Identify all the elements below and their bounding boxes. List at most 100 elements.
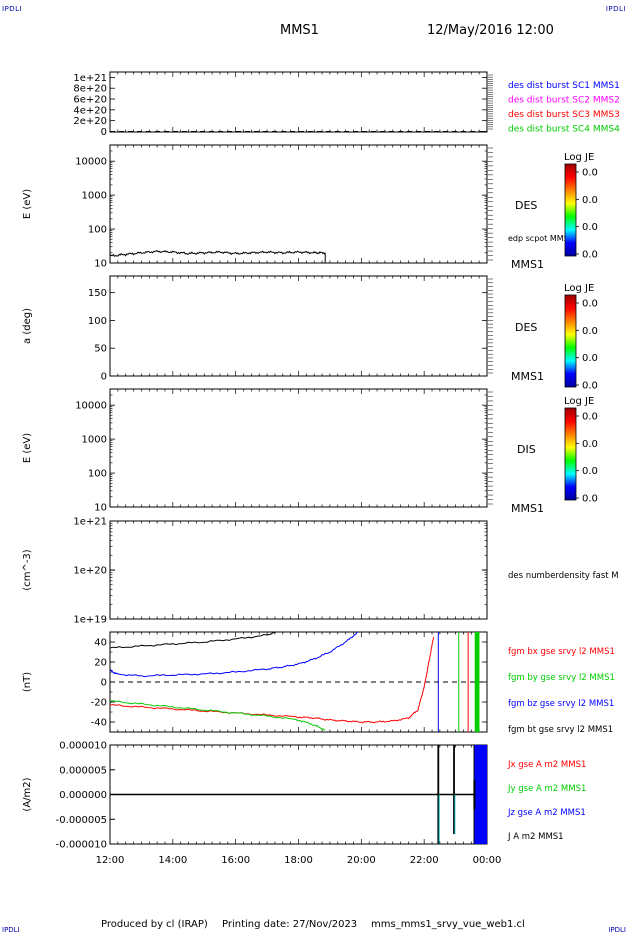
y-tick-label: 0.000000 bbox=[59, 790, 107, 801]
y-tick-label: 1e+21 bbox=[73, 73, 107, 84]
colorbar-tick-label: 0.0 bbox=[582, 195, 598, 206]
y-tick-label: -40 bbox=[91, 718, 107, 729]
y-tick-label: 0.000005 bbox=[59, 765, 107, 776]
colorbar-2 bbox=[564, 294, 577, 388]
y-axis-label-1: E (eV) bbox=[22, 189, 33, 219]
right-sublabel-mms1-pitch: MMS1 bbox=[511, 370, 544, 383]
right-sublabel-mms1: MMS1 bbox=[511, 258, 544, 271]
spacecraft-title: MMS1 bbox=[280, 23, 319, 38]
y-tick-label: 1e+19 bbox=[73, 615, 107, 626]
y-tick-label: 1e+21 bbox=[73, 517, 107, 528]
colorbar-title-3: Log JE bbox=[564, 396, 594, 407]
y-tick-label: 0.000010 bbox=[59, 741, 107, 752]
time-tick-label-0: 12:00 bbox=[96, 855, 125, 866]
y-tick-label: 40 bbox=[94, 638, 107, 649]
colorbar-tick-label: 0.0 bbox=[582, 250, 598, 261]
y-tick-label: 10 bbox=[94, 503, 107, 514]
footer-file-name: mms_mms1_srvy_vue_web1.cl bbox=[371, 919, 525, 930]
fgm-series-2 bbox=[110, 700, 326, 731]
colorbar-tick-label: 0.0 bbox=[582, 299, 598, 310]
y-tick-label: 20 bbox=[94, 658, 107, 669]
legend-fgm-1: fgm bx gse srvy l2 MMS1 bbox=[508, 647, 615, 657]
time-tick-label-4: 20:00 bbox=[347, 855, 376, 866]
corner-label-right: IPDLI bbox=[605, 5, 626, 13]
y-tick-label: 10 bbox=[94, 259, 107, 270]
panel-frame-0 bbox=[109, 71, 488, 133]
current-block bbox=[474, 745, 487, 844]
y-tick-label: 10000 bbox=[75, 157, 107, 168]
y-axis-label-2: a (deg) bbox=[22, 308, 33, 344]
y-tick-label: 0 bbox=[101, 372, 107, 383]
legend-burst-1: des dist burst SC1 MMS1 bbox=[508, 81, 620, 91]
colorbar-title-2: Log JE bbox=[564, 283, 594, 294]
y-tick-label: -0.000010 bbox=[56, 840, 107, 851]
colorbar-tick-label: 0.0 bbox=[582, 222, 598, 233]
y-tick-label: 1e+20 bbox=[73, 566, 107, 577]
y-axis-label-6: (A/m2) bbox=[22, 777, 33, 811]
fgm-series-1 bbox=[110, 636, 435, 724]
time-tick-label-2: 16:00 bbox=[221, 855, 250, 866]
panel-frame-4 bbox=[109, 520, 488, 620]
footer-printing-date: Printing date: 27/Nov/2023 bbox=[222, 919, 358, 930]
y-tick-label: 4e+20 bbox=[73, 105, 107, 116]
right-label-dis: DIS bbox=[517, 443, 536, 456]
datetime-title: 12/May/2016 12:00 bbox=[427, 23, 554, 38]
y-tick-label: 100 bbox=[88, 469, 107, 480]
y-tick-label: 10000 bbox=[75, 401, 107, 412]
colorbar-tick-label: 0.0 bbox=[582, 326, 598, 337]
legend-fgm-2: fgm by gse srvy l2 MMS1 bbox=[508, 673, 615, 683]
colorbar-tick-label: 0.0 bbox=[582, 353, 598, 364]
overlay-label-scpot: edp scpot MMS1 bbox=[508, 234, 574, 243]
fgm-series-3 bbox=[110, 632, 359, 678]
colorbar-tick-label: 0.0 bbox=[582, 466, 598, 477]
y-tick-label: 8e+20 bbox=[73, 84, 107, 95]
y-tick-label: 0 bbox=[101, 127, 107, 138]
y-axis-label-5: (nT) bbox=[22, 672, 33, 692]
fgm-series-4 bbox=[110, 632, 277, 649]
colorbar-1 bbox=[564, 163, 577, 257]
colorbar-tick-label: 0.0 bbox=[582, 381, 598, 392]
y-tick-label: 1000 bbox=[82, 191, 107, 202]
legend-current-1: Jx gse A m2 MMS1 bbox=[507, 760, 586, 770]
legend-current-2: Jy gse A m2 MMS1 bbox=[507, 784, 586, 794]
colorbar-title-1: Log JE bbox=[564, 152, 594, 163]
y-tick-label: 100 bbox=[88, 316, 107, 327]
panel-frame-3 bbox=[109, 388, 488, 508]
time-tick-label-1: 14:00 bbox=[158, 855, 187, 866]
y-tick-label: 1000 bbox=[82, 435, 107, 446]
y-tick-label: 0 bbox=[101, 678, 107, 689]
time-tick-label-5: 22:00 bbox=[410, 855, 439, 866]
colorbar-tick-label: 0.0 bbox=[582, 168, 598, 179]
y-tick-label: -20 bbox=[91, 698, 107, 709]
y-tick-label: 150 bbox=[88, 288, 107, 299]
right-label-des-pitch: DES bbox=[515, 321, 537, 334]
right-sublabel-mms1-dis: MMS1 bbox=[511, 502, 544, 515]
footer-corner-right: IPDLI bbox=[608, 926, 626, 934]
footer-corner-left: IPDLI bbox=[2, 926, 20, 934]
legend-burst-3: des dist burst SC3 MMS3 bbox=[508, 110, 620, 120]
y-tick-label: 100 bbox=[88, 225, 107, 236]
y-axis-label-4: (cm^-3) bbox=[22, 549, 33, 590]
panel-frame-1 bbox=[109, 144, 488, 264]
legend-current-4: J A m2 MMS1 bbox=[507, 832, 564, 842]
colorbar-tick-label: 0.0 bbox=[582, 412, 598, 423]
colorbar-tick-label: 0.0 bbox=[582, 439, 598, 450]
y-tick-label: 6e+20 bbox=[73, 95, 107, 106]
corner-label-left: IPDLI bbox=[2, 5, 23, 13]
right-label-density: des numberdensity fast M bbox=[508, 571, 619, 581]
legend-current-3: Jz gse A m2 MMS1 bbox=[507, 808, 586, 818]
y-tick-label: 2e+20 bbox=[73, 116, 107, 127]
current-block-edge bbox=[473, 779, 476, 810]
y-tick-label: -0.000005 bbox=[56, 815, 107, 826]
scpot-line bbox=[109, 249, 326, 257]
right-label-des: DES bbox=[515, 199, 537, 212]
y-tick-label: 50 bbox=[94, 344, 107, 355]
time-tick-label-6: 00:00 bbox=[473, 855, 502, 866]
footer-produced-by: Produced by cl (IRAP) bbox=[101, 919, 208, 930]
legend-fgm-3: fgm bz gse srvy l2 MMS1 bbox=[508, 699, 614, 709]
legend-burst-2: des dist burst SC2 MMS2 bbox=[508, 96, 620, 106]
legend-fgm-4: fgm bt gse srvy l2 MMS1 bbox=[508, 725, 613, 735]
fgm-series-group bbox=[110, 632, 480, 732]
